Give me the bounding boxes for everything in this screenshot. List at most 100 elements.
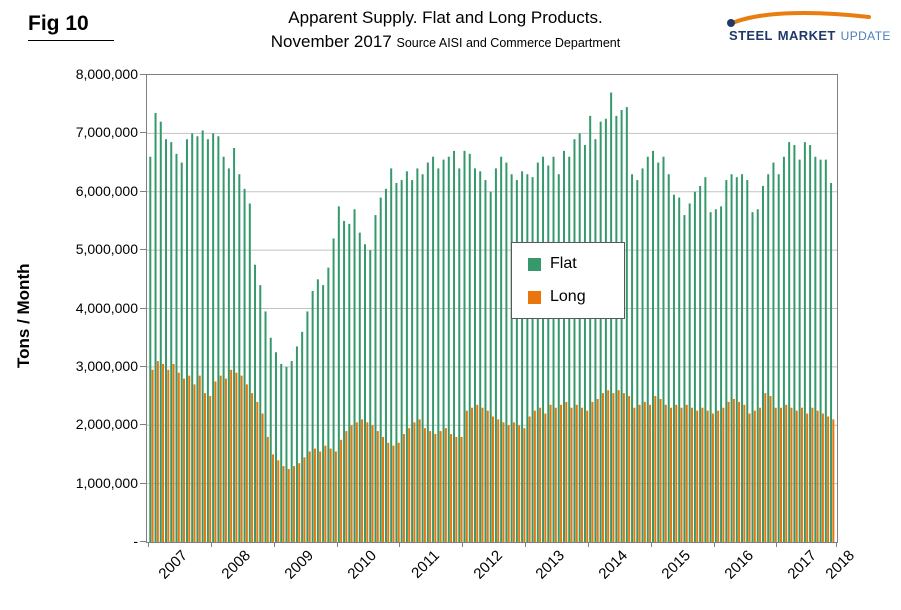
bar-long — [544, 413, 547, 542]
bar-flat — [453, 150, 456, 542]
flat-swatch-icon — [528, 257, 541, 271]
bar-long — [151, 369, 154, 542]
bar-flat — [243, 188, 246, 542]
bar-flat — [254, 264, 257, 542]
bar-long — [303, 457, 306, 542]
bar-long — [696, 410, 699, 542]
bar-flat — [819, 159, 822, 542]
bar-long — [502, 422, 505, 542]
bar-long — [612, 393, 615, 542]
bar-flat — [704, 177, 707, 542]
bar-long — [193, 384, 196, 542]
bar-long — [209, 396, 212, 542]
bar-long — [292, 466, 295, 542]
bar-long — [460, 436, 463, 543]
bar-long — [690, 407, 693, 542]
long-swatch-icon — [528, 290, 541, 304]
bar-flat — [348, 223, 351, 543]
bar-flat — [306, 311, 309, 542]
bar-long — [680, 407, 683, 542]
x-axis-tick — [776, 542, 778, 547]
y-axis-tick — [140, 424, 146, 426]
bar-flat — [264, 311, 267, 542]
bar-flat — [772, 162, 775, 542]
bar-flat — [416, 168, 419, 542]
bar-flat — [788, 142, 791, 542]
bar-flat — [536, 162, 539, 542]
bar-flat — [489, 191, 492, 542]
bar-flat — [248, 203, 251, 542]
bar-flat — [714, 209, 717, 542]
bar-flat — [500, 156, 503, 542]
x-axis-tick — [336, 542, 338, 547]
legend: Flat Long — [511, 242, 625, 319]
bar-flat — [515, 180, 518, 542]
bar-long — [450, 434, 453, 542]
bar-flat — [798, 159, 801, 542]
figure-label: Fig 10 — [28, 12, 114, 41]
bar-flat — [201, 130, 204, 542]
bar-long — [308, 451, 311, 542]
logo-swoosh-icon — [727, 11, 871, 27]
bar-flat — [154, 112, 157, 542]
bar-long — [439, 431, 442, 542]
bar-flat — [693, 191, 696, 542]
bar-flat — [280, 363, 283, 542]
bar-long — [790, 407, 793, 542]
bar-flat — [824, 159, 827, 542]
y-tick-label: 3,000,000 — [75, 357, 138, 374]
bar-long — [455, 436, 458, 543]
bar-flat — [358, 232, 361, 543]
bar-long — [507, 425, 510, 542]
y-axis-tick — [140, 482, 146, 484]
logo-word-update: UPDATE — [840, 29, 891, 43]
bar-long — [397, 442, 400, 542]
bar-long — [769, 396, 772, 542]
y-tick-label: 4,000,000 — [75, 299, 138, 316]
bar-flat — [274, 352, 277, 542]
bar-flat — [589, 115, 592, 543]
bar-long — [539, 407, 542, 542]
bar-long — [528, 416, 531, 542]
bar-flat — [573, 139, 576, 542]
bar-flat — [699, 185, 702, 542]
bar-flat — [484, 180, 487, 542]
x-axis-tick — [399, 542, 401, 547]
bar-long — [727, 401, 730, 542]
bar-long — [795, 410, 798, 542]
bar-flat — [641, 168, 644, 542]
bar-flat — [316, 279, 319, 542]
y-tick-label: 1,000,000 — [75, 474, 138, 491]
y-axis-tick — [140, 307, 146, 309]
bar-flat — [688, 203, 691, 542]
legend-item-flat: Flat — [528, 255, 624, 273]
bar-flat — [741, 174, 744, 542]
logo-word-steel: STEEL — [729, 28, 773, 43]
y-tick-label: 6,000,000 — [75, 182, 138, 199]
bar-flat — [206, 139, 209, 542]
bar-flat — [170, 142, 173, 542]
bar-flat — [479, 171, 482, 542]
bar-flat — [756, 209, 759, 542]
bar-long — [340, 439, 343, 542]
bar-long — [486, 410, 489, 542]
bar-flat — [322, 285, 325, 542]
bar-flat — [269, 337, 272, 542]
bar-long — [183, 378, 186, 542]
bar-flat — [405, 171, 408, 542]
bar-flat — [814, 156, 817, 542]
bar-flat — [196, 136, 199, 542]
bar-long — [607, 390, 610, 543]
bar-flat — [227, 168, 230, 542]
bar-long — [298, 463, 301, 542]
bar-long — [371, 425, 374, 542]
bar-flat — [175, 153, 178, 542]
bar-long — [638, 404, 641, 542]
x-tick-label: 2015 — [658, 547, 695, 583]
bar-long — [816, 410, 819, 542]
bar-long — [376, 431, 379, 542]
bar-long — [512, 422, 515, 542]
bar-flat — [709, 212, 712, 542]
bar-flat — [531, 177, 534, 542]
x-tick-label: 2014 — [595, 547, 632, 583]
